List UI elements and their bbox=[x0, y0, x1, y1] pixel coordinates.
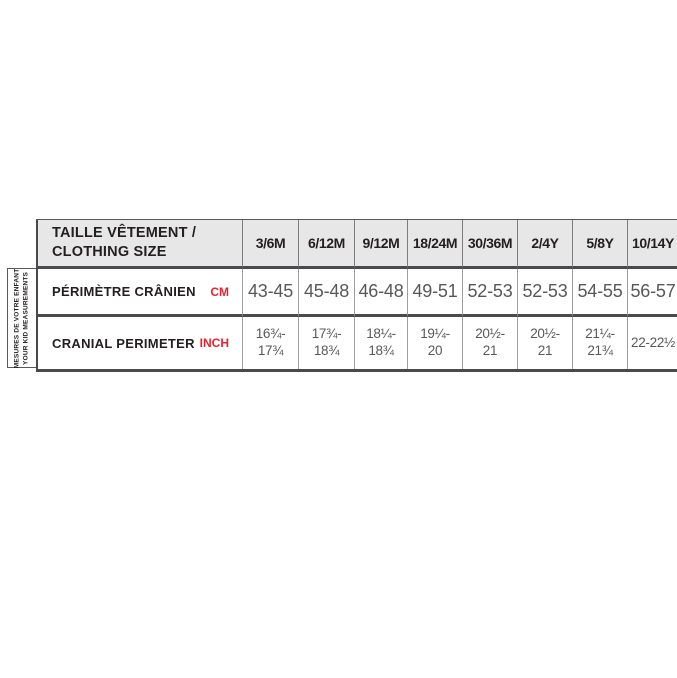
cm-value-9-12m: 46-48 bbox=[354, 269, 407, 317]
inch-line: 17¾ bbox=[257, 343, 284, 358]
row-label-cranial-perimeter-en: CRANIAL PERIMETER INCH bbox=[38, 317, 242, 369]
column-header-2-4y: 2/4Y bbox=[517, 220, 572, 269]
inch-line: 21 bbox=[482, 343, 498, 358]
column-header-18-24m: 18/24M bbox=[407, 220, 462, 269]
side-label-line-fr: MESURES DE VOTRE ENFANT bbox=[13, 268, 21, 368]
inch-line: 21¼- bbox=[585, 326, 615, 342]
cm-value-5-8y: 54-55 bbox=[572, 269, 627, 317]
column-header-5-8y: 5/8Y bbox=[572, 220, 627, 269]
row-label-cranial-perimeter-fr: PÉRIMÈTRE CRÂNIEN CM bbox=[38, 269, 242, 317]
inch-value-2-4y: 20½- 21 bbox=[517, 317, 572, 369]
unit-cm: CM bbox=[210, 284, 229, 299]
column-header-6-12m: 6/12M bbox=[298, 220, 354, 269]
column-header-30-36m: 30/36M bbox=[462, 220, 517, 269]
inch-line: 21 bbox=[537, 343, 553, 358]
table-header-title: TAILLE VÊTEMENT / CLOTHING SIZE bbox=[38, 220, 242, 269]
row-label-text-fr: PÉRIMÈTRE CRÂNIEN bbox=[52, 284, 196, 299]
column-header-3-6m: 3/6M bbox=[242, 220, 298, 269]
unit-inch: INCH bbox=[199, 336, 229, 350]
inch-value-6-12m: 17¾- 18¾ bbox=[298, 317, 354, 369]
size-chart-table: TAILLE VÊTEMENT / CLOTHING SIZE 3/6M 6/1… bbox=[36, 219, 677, 372]
cm-value-30-36m: 52-53 bbox=[462, 269, 517, 317]
inch-value-18-24m: 19¼- 20 bbox=[407, 317, 462, 369]
inch-value-5-8y: 21¼- 21¾ bbox=[572, 317, 627, 369]
inch-line: 20½- bbox=[530, 326, 560, 342]
cm-value-2-4y: 52-53 bbox=[517, 269, 572, 317]
cm-value-18-24m: 49-51 bbox=[407, 269, 462, 317]
inch-value-9-12m: 18¼- 18¾ bbox=[354, 317, 407, 369]
inch-line: 18¾ bbox=[368, 343, 394, 358]
measurements-side-label-box: MESURES DE VOTRE ENFANT YOUR KID MEASURE… bbox=[7, 268, 37, 368]
side-label-line-en: YOUR KID MEASUREMENTS bbox=[23, 271, 30, 365]
column-header-9-12m: 9/12M bbox=[354, 220, 407, 269]
inch-line: 20½- bbox=[475, 326, 505, 342]
inch-line: 16¾- bbox=[255, 326, 286, 342]
inch-value-10-14y: 22-22½ bbox=[627, 317, 677, 369]
inch-line: 20 bbox=[427, 343, 443, 358]
cm-value-6-12m: 45-48 bbox=[298, 269, 354, 317]
inch-value-3-6m: 16¾- 17¾ bbox=[242, 317, 298, 369]
inch-line: 22-22½ bbox=[631, 334, 675, 350]
inch-line: 18¼- bbox=[366, 326, 396, 342]
measurements-side-label: MESURES DE VOTRE ENFANT YOUR KID MEASURE… bbox=[13, 268, 32, 368]
cm-value-3-6m: 43-45 bbox=[242, 269, 298, 317]
inch-line: 19¼- bbox=[420, 326, 450, 342]
inch-line: 17¾- bbox=[311, 326, 342, 342]
row-label-text-en: CRANIAL PERIMETER bbox=[52, 335, 195, 351]
inch-line: 21¾ bbox=[587, 343, 613, 358]
cm-value-10-14y: 56-57 bbox=[627, 269, 677, 317]
column-header-10-14y: 10/14Y bbox=[627, 220, 677, 269]
inch-value-30-36m: 20½- 21 bbox=[462, 317, 517, 369]
inch-line: 18¾ bbox=[313, 343, 340, 358]
